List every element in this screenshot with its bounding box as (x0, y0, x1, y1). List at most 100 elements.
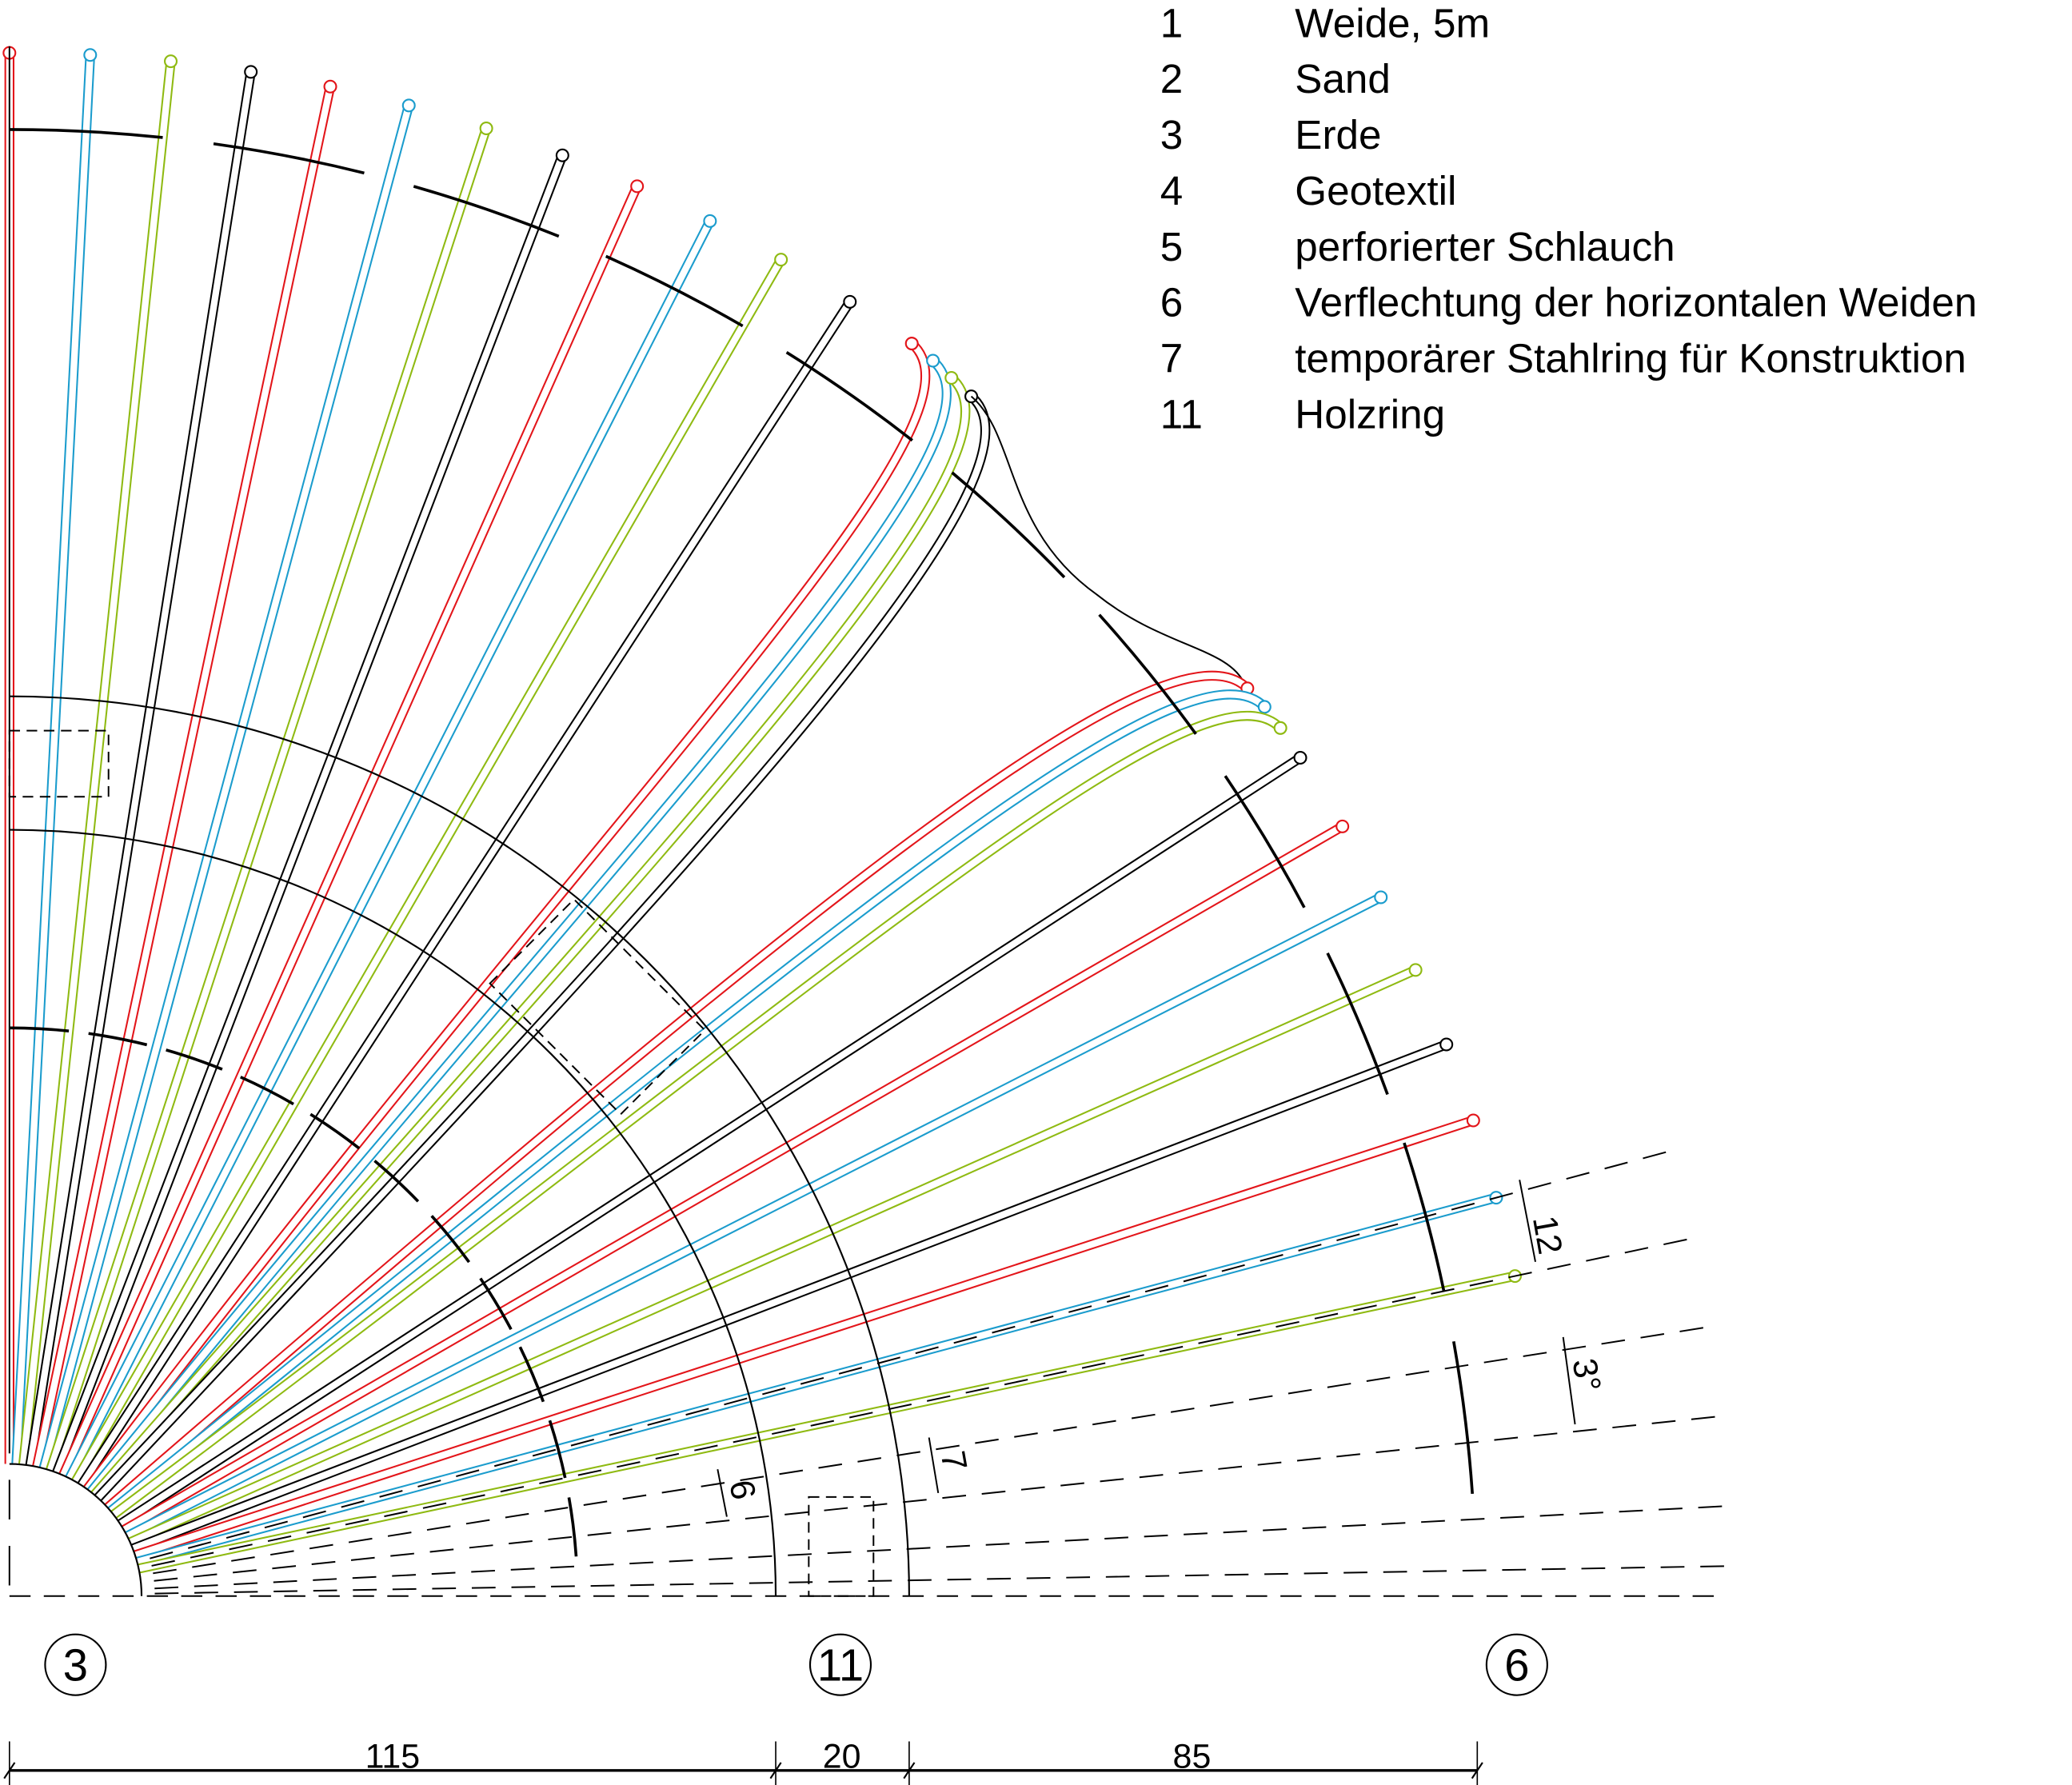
dimension-20: 20 (823, 1738, 861, 1776)
willow-rod (82, 337, 931, 1492)
willow-tip (555, 148, 569, 162)
willow-rod (117, 750, 1307, 1528)
legend-item: 7 temporärer Stahlring für Konstruktion (1160, 336, 1966, 381)
weave-arc-inner (309, 1112, 361, 1150)
weave-arc-outer (951, 471, 1066, 579)
willow-tip (1335, 819, 1350, 833)
dashed-guide-line (151, 1238, 1690, 1567)
legend-item: 5 perforierter Schlauch (1160, 224, 1675, 270)
willow-rod (110, 710, 1288, 1519)
dimension-ticks (717, 1180, 1576, 1517)
legend-number: 2 (1160, 56, 1183, 102)
weave-arc-outer (785, 351, 913, 442)
legend-number: 3 (1160, 112, 1183, 158)
legend-label: Verflechtung der horizontalen Weiden (1295, 280, 1977, 325)
marker-label: 6 (1504, 1639, 1529, 1690)
legend-number: 11 (1160, 391, 1203, 437)
willow-tip (703, 214, 717, 228)
willow-rod (45, 122, 493, 1472)
dimension-angle: 3° (1564, 1356, 1607, 1395)
willow-tip (1408, 963, 1423, 977)
legend-number: 4 (1160, 168, 1183, 214)
willow-rod (90, 370, 971, 1499)
willow-tip (904, 337, 919, 351)
willow-rod (32, 79, 337, 1468)
legend-label: Holzring (1295, 391, 1445, 437)
willow-tip (926, 353, 940, 368)
legend-label: Sand (1295, 56, 1391, 102)
weave-arc-inner (567, 1497, 578, 1557)
legend-number: 1 (1160, 0, 1183, 46)
willow-tip (1466, 1113, 1480, 1128)
dimension-ring-a: 7 (933, 1448, 974, 1474)
willow-rod (134, 1113, 1480, 1560)
willow-tip (843, 294, 857, 309)
willow-tip (401, 98, 416, 113)
willow-rod (25, 65, 258, 1467)
willow-rod (107, 689, 1272, 1515)
willow-rod (65, 214, 717, 1481)
willow-rod (52, 148, 569, 1475)
dimension-85: 85 (1173, 1738, 1212, 1776)
weave-arc-inner (548, 1420, 567, 1479)
legend-label: perforierter Schlauch (1295, 224, 1675, 270)
dashed-guide-line (150, 1150, 1669, 1559)
willow-tip (244, 65, 258, 79)
legend-number: 6 (1160, 280, 1183, 325)
legend-label: Erde (1295, 112, 1381, 158)
willow-tip (1374, 890, 1388, 904)
willow-tip (1439, 1037, 1454, 1052)
weave-arc-inner (166, 1048, 223, 1071)
holzring-outer-arc (9, 695, 910, 1596)
rings (9, 128, 1727, 1596)
dimension-spacing: 12 (1525, 1213, 1570, 1257)
willow-rod (71, 253, 788, 1484)
weave-arc-inner (373, 1160, 420, 1203)
dashed-guide-line (154, 1505, 1725, 1590)
legend-label: temporärer Stahlring für Konstruktion (1295, 336, 1966, 381)
willow-tip (164, 54, 178, 69)
willow-rod (86, 353, 952, 1495)
dimension-ring-b: 6 (721, 1477, 762, 1503)
willow-rod (125, 890, 1388, 1541)
willow-tip (1257, 700, 1272, 714)
marker-label: 11 (817, 1639, 864, 1690)
willow-tip (323, 79, 337, 94)
weave-arc-outer (1224, 775, 1306, 908)
legend-item: 11 Holzring (1160, 391, 1445, 437)
willow-rod (130, 1037, 1454, 1554)
legend-item: 2 Sand (1160, 56, 1391, 102)
willow-tip (630, 179, 645, 194)
willow-tip (944, 370, 959, 385)
holzring-inner-arc (9, 829, 777, 1596)
weave-arc-outer (213, 142, 365, 175)
marker-label: 3 (63, 1639, 88, 1690)
willow-tip (774, 253, 788, 267)
inner-core-arc (9, 1463, 143, 1596)
dashed-guide-line (154, 1416, 1718, 1582)
legend-number: 5 (1160, 224, 1183, 270)
weave-arc-outer (1098, 613, 1197, 735)
willow-rods (2, 46, 1522, 1574)
legend-item: 1 Weide, 5m (1160, 0, 1490, 46)
dimension-115: 115 (365, 1738, 420, 1776)
weave-arc-inner (88, 1032, 148, 1047)
willow-rod (11, 48, 98, 1465)
weave-arc-inner (430, 1215, 471, 1264)
dashed-guide-line (153, 1326, 1707, 1575)
weave-arc-inner (240, 1076, 294, 1106)
weave-arc-outer (605, 254, 744, 328)
marker-11: 11 (808, 1633, 872, 1696)
willow-rod (38, 98, 416, 1470)
weave-arc-inner (479, 1277, 513, 1331)
willow-rod (121, 819, 1350, 1535)
legend-label: Weide, 5m (1295, 0, 1490, 46)
legend-label: Geotextil (1295, 168, 1456, 214)
marker-6: 6 (1485, 1633, 1548, 1696)
dashed-guide-line (154, 1565, 1727, 1595)
weave-arc-outer (413, 185, 560, 238)
weave-arc-outer (1326, 952, 1389, 1096)
willow-rod (58, 179, 645, 1478)
legend: 1 Weide, 5m 2 Sand 3 Erde 4 Geotextil 5 perforier… (1160, 0, 1978, 437)
